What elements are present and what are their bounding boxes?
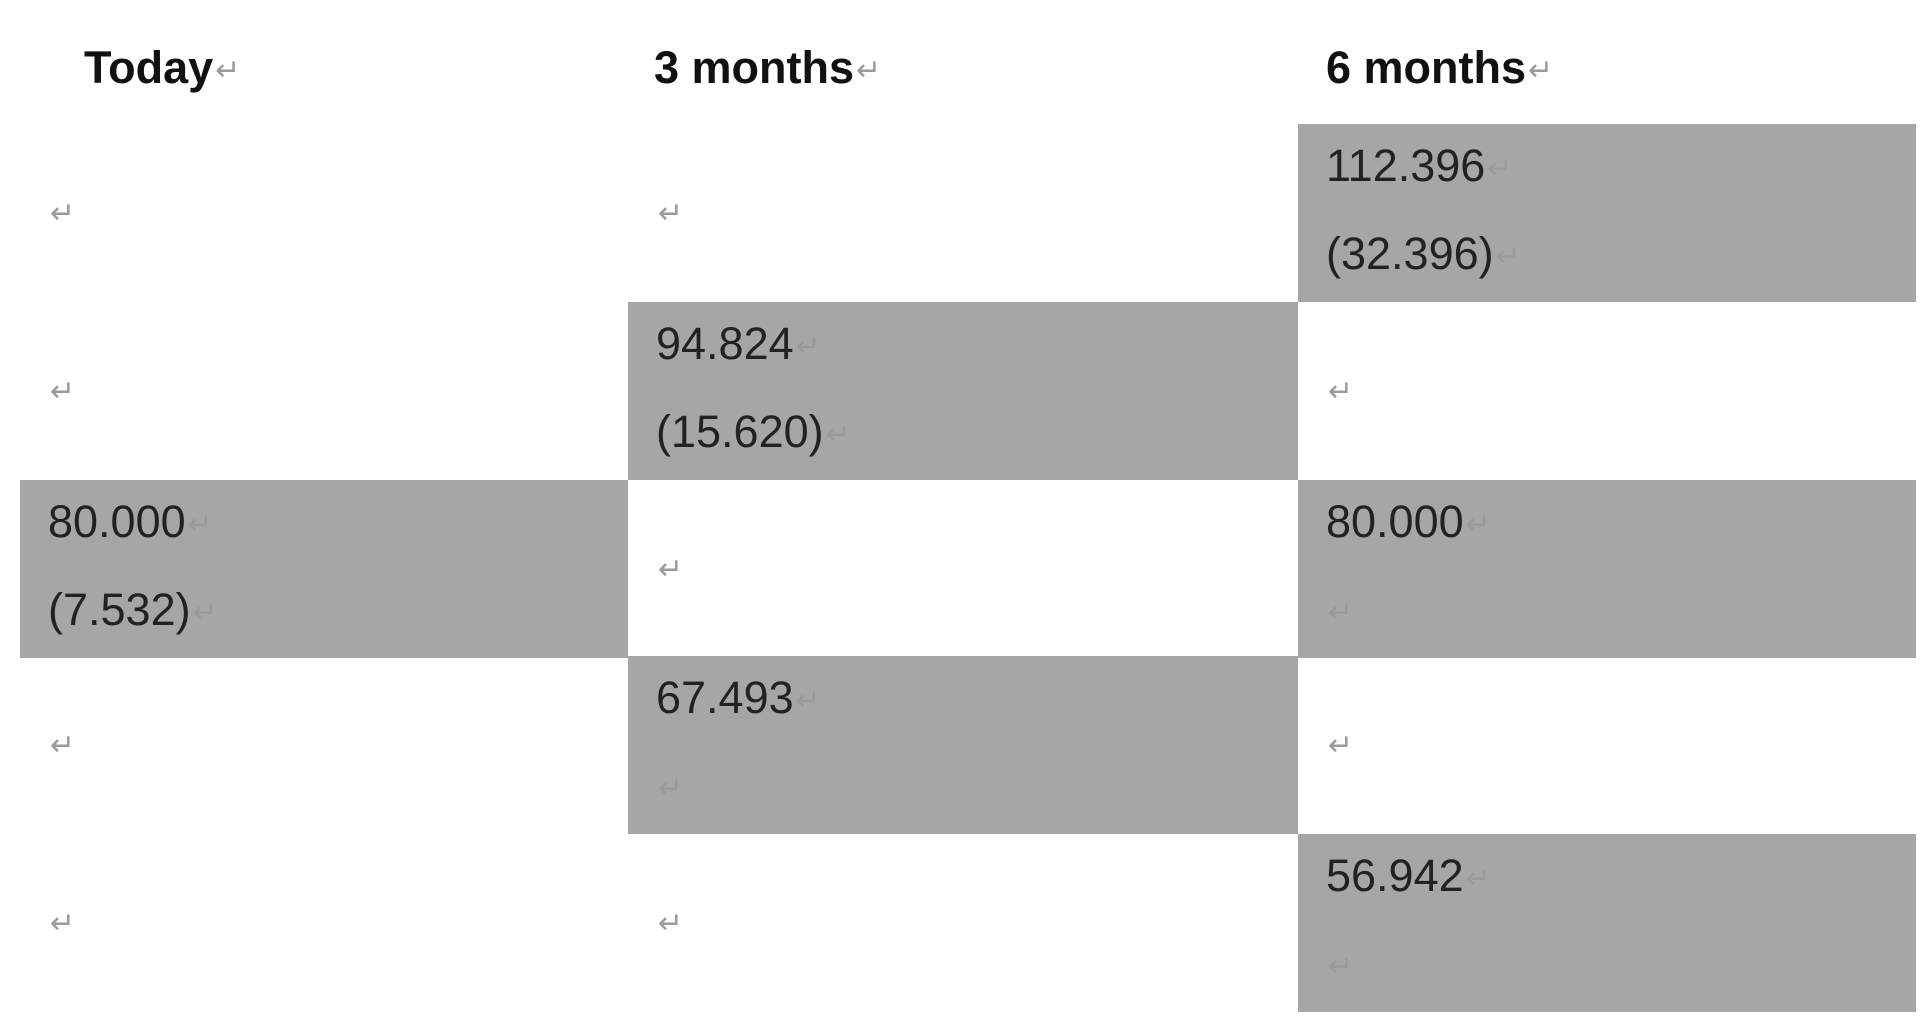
paragraph-mark-icon: ↵ bbox=[50, 375, 76, 408]
empty-cell: ↵ bbox=[628, 124, 1298, 302]
empty-cell-line: ↵ bbox=[48, 894, 75, 954]
paragraph-mark-icon: ↵ bbox=[50, 197, 76, 230]
paragraph-mark-icon: ↵ bbox=[1328, 596, 1354, 630]
empty-cell: ↵ bbox=[20, 834, 628, 1012]
paragraph-mark-icon: ↵ bbox=[658, 772, 684, 806]
node-sub-line: ↵ bbox=[1326, 580, 1353, 643]
paragraph-mark-icon: ↵ bbox=[215, 54, 241, 88]
node-sub-line: (15.620)↵ bbox=[656, 402, 851, 465]
paragraph-mark-icon: ↵ bbox=[658, 553, 684, 586]
empty-cell: ↵ bbox=[1298, 302, 1916, 480]
column-header: Today↵ bbox=[84, 38, 240, 98]
paragraph-mark-icon: ↵ bbox=[1328, 950, 1354, 984]
node-value-line: 112.396↵ bbox=[1326, 136, 1512, 199]
empty-cell-line: ↵ bbox=[656, 184, 683, 244]
node-value: 112.396 bbox=[1326, 140, 1486, 191]
paragraph-mark-icon: ↵ bbox=[1465, 862, 1491, 896]
node-sub-value: (15.620) bbox=[656, 406, 824, 457]
paragraph-mark-icon: ↵ bbox=[795, 684, 821, 718]
node-value-line: 94.824↵ bbox=[656, 314, 821, 377]
empty-cell-line: ↵ bbox=[656, 540, 683, 600]
paragraph-mark-icon: ↵ bbox=[1487, 152, 1513, 186]
paragraph-mark-icon: ↵ bbox=[1495, 240, 1521, 274]
empty-cell-line: ↵ bbox=[48, 184, 75, 244]
paragraph-mark-icon: ↵ bbox=[1328, 375, 1354, 408]
empty-cell: ↵ bbox=[628, 834, 1298, 1012]
paragraph-mark-icon: ↵ bbox=[1465, 508, 1491, 542]
column-header-label: Today bbox=[84, 42, 214, 93]
empty-cell: ↵ bbox=[628, 480, 1298, 658]
node-value: 56.942 bbox=[1326, 850, 1464, 901]
node-value: 80.000 bbox=[1326, 496, 1464, 547]
column-header-label: 3 months bbox=[654, 42, 855, 93]
paragraph-mark-icon: ↵ bbox=[795, 330, 821, 364]
empty-cell: ↵ bbox=[20, 302, 628, 480]
paragraph-mark-icon: ↵ bbox=[658, 907, 684, 940]
empty-cell-line: ↵ bbox=[1326, 716, 1353, 776]
empty-cell-line: ↵ bbox=[48, 716, 75, 776]
node-value-line: 80.000↵ bbox=[48, 492, 213, 555]
empty-cell: ↵ bbox=[20, 124, 628, 302]
empty-cell: ↵ bbox=[20, 656, 628, 834]
node-value-line: 56.942↵ bbox=[1326, 846, 1491, 909]
node-sub-line: ↵ bbox=[1326, 934, 1353, 997]
paragraph-mark-icon: ↵ bbox=[856, 54, 882, 88]
node-value: 94.824 bbox=[656, 318, 794, 369]
node-value-line: 80.000↵ bbox=[1326, 492, 1491, 555]
tree-node-cell: 56.942↵ ↵ bbox=[1298, 834, 1916, 1012]
paragraph-mark-icon: ↵ bbox=[658, 197, 684, 230]
empty-cell-line: ↵ bbox=[1326, 362, 1353, 422]
paragraph-mark-icon: ↵ bbox=[50, 907, 76, 940]
node-value: 67.493 bbox=[656, 672, 794, 723]
empty-cell-line: ↵ bbox=[656, 894, 683, 954]
node-value-line: 67.493↵ bbox=[656, 668, 821, 731]
tree-node-cell: 80.000↵ ↵ bbox=[1298, 480, 1916, 658]
column-header: 3 months↵ bbox=[654, 38, 881, 98]
empty-cell: ↵ bbox=[1298, 656, 1916, 834]
paragraph-mark-icon: ↵ bbox=[50, 729, 76, 762]
column-header-label: 6 months bbox=[1326, 42, 1527, 93]
tree-node-cell: 67.493↵ ↵ bbox=[628, 656, 1298, 834]
paragraph-mark-icon: ↵ bbox=[1328, 729, 1354, 762]
node-sub-value: (7.532) bbox=[48, 584, 191, 635]
paragraph-mark-icon: ↵ bbox=[192, 596, 218, 630]
node-value: 80.000 bbox=[48, 496, 186, 547]
node-sub-value: (32.396) bbox=[1326, 228, 1494, 279]
column-header: 6 months↵ bbox=[1326, 38, 1553, 98]
node-sub-line: (7.532)↵ bbox=[48, 580, 218, 643]
paragraph-mark-icon: ↵ bbox=[1528, 54, 1554, 88]
paragraph-mark-icon: ↵ bbox=[825, 418, 851, 452]
empty-cell-line: ↵ bbox=[48, 362, 75, 422]
tree-node-cell: 80.000↵ (7.532)↵ bbox=[20, 480, 628, 658]
node-sub-line: ↵ bbox=[656, 756, 683, 819]
tree-node-cell: 112.396↵ (32.396)↵ bbox=[1298, 124, 1916, 302]
tree-node-cell: 94.824↵ (15.620)↵ bbox=[628, 302, 1298, 480]
paragraph-mark-icon: ↵ bbox=[187, 508, 213, 542]
node-sub-line: (32.396)↵ bbox=[1326, 224, 1521, 287]
